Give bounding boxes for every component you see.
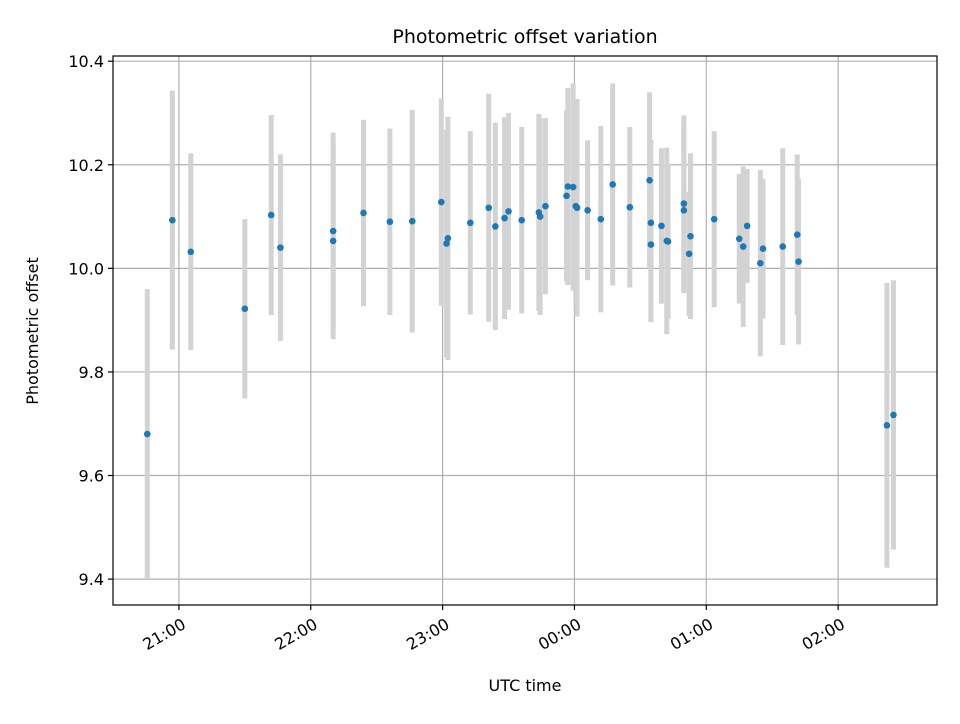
plot-frame — [112, 55, 938, 606]
data-point — [518, 216, 526, 224]
data-point — [277, 244, 284, 251]
data-point — [779, 243, 787, 250]
data-point — [795, 258, 802, 265]
data-point — [143, 430, 151, 438]
data-point — [329, 227, 337, 235]
y-axis-ticks: 9.4 9.6 9.8 10.0 10.2 10.4 — [68, 52, 113, 589]
data-point — [647, 241, 655, 248]
y-tick-label: 9.4 — [79, 570, 104, 589]
data-point — [883, 421, 891, 429]
data-point — [563, 192, 570, 200]
data-point — [680, 200, 688, 207]
data-point — [609, 181, 616, 188]
data-point — [597, 215, 605, 223]
data-point — [241, 305, 249, 313]
x-axis-label: UTC time — [489, 676, 562, 695]
data-point — [492, 223, 499, 230]
data-point — [360, 209, 367, 217]
data-point — [437, 198, 445, 206]
data-point — [743, 222, 751, 230]
data-point — [793, 231, 801, 238]
y-tick-label: 10.2 — [68, 156, 104, 175]
data-point — [187, 248, 195, 256]
data-point — [646, 177, 653, 184]
y-tick-label: 10.4 — [68, 52, 104, 71]
data-point — [685, 250, 693, 258]
data-point — [485, 204, 493, 212]
data-point — [466, 219, 474, 227]
data-point — [626, 203, 634, 211]
data-point — [757, 259, 764, 267]
data-point — [443, 240, 450, 247]
data-point — [680, 207, 688, 214]
data-point — [505, 208, 512, 215]
chart-title: Photometric offset variation — [392, 26, 657, 48]
data-point — [759, 245, 767, 252]
data-point — [647, 219, 655, 227]
data-point — [569, 183, 577, 191]
data-point — [664, 238, 672, 245]
data-point — [890, 411, 897, 419]
data-point — [739, 243, 747, 250]
y-tick-label: 9.6 — [79, 467, 104, 486]
y-axis-label: Photometric offset — [23, 257, 42, 405]
data-point — [386, 218, 394, 226]
data-point — [658, 222, 665, 230]
data-point — [329, 237, 337, 245]
data-point — [542, 202, 549, 210]
y-tick-label: 9.8 — [79, 363, 104, 382]
data-point — [444, 235, 452, 242]
data-point — [408, 217, 416, 225]
y-tick-label: 10.0 — [68, 259, 104, 278]
data-point — [564, 183, 572, 190]
data-point — [501, 214, 508, 222]
data-point — [735, 235, 743, 243]
data-point — [710, 215, 718, 223]
data-point — [267, 211, 275, 219]
data-point — [169, 216, 176, 224]
data-point — [536, 213, 544, 220]
data-points — [143, 177, 897, 438]
data-point — [584, 207, 591, 214]
data-point — [573, 204, 581, 212]
data-point — [687, 232, 694, 240]
